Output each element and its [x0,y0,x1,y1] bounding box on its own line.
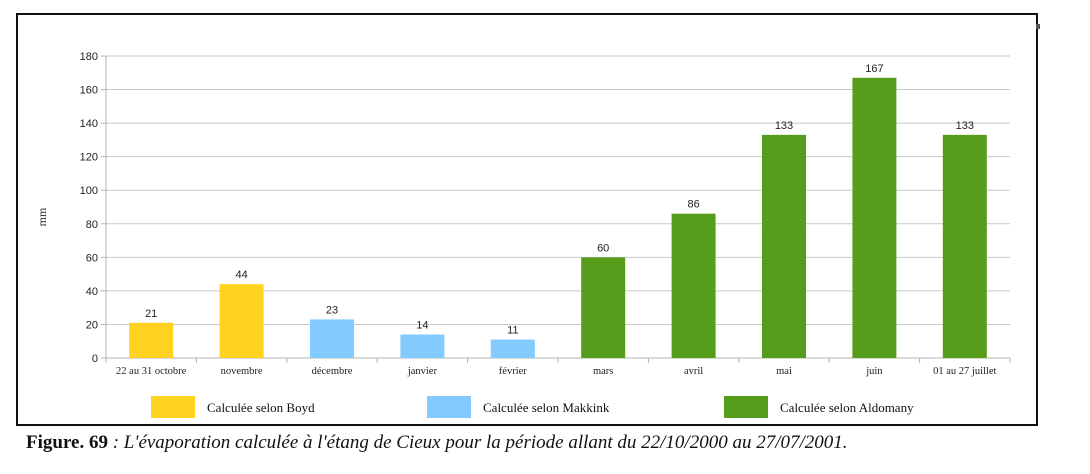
bar-value-label: 23 [326,304,338,316]
bar-value-label: 11 [507,325,518,337]
bar-value-label: 133 [775,120,793,132]
y-axis-label: mm [35,207,49,226]
bar-value-label: 133 [956,120,974,132]
legend-label: Calculée selon Aldomany [780,400,914,415]
caption-text: : L'évaporation calculée à l'étang de Ci… [107,432,848,453]
bar-value-label: 14 [416,320,428,332]
y-tick-label: 180 [80,51,98,63]
bar-chart: 0 20 40 60 80 100 120 140 160 180 21 44 23 14 11 60 86 1… [35,51,1011,418]
y-tick-label: 100 [80,185,98,197]
bars [129,77,987,359]
bar [671,213,716,358]
bar [852,77,897,359]
y-tick-label: 140 [80,118,98,130]
y-tick-label: 0 [92,353,98,365]
x-tick-label: novembre [221,366,263,377]
x-axis-ticks: 22 au 31 octobre novembre décembre janvier f… [105,358,1011,377]
bar [762,134,806,358]
x-tick-label: janvier [407,366,438,377]
corner-mark [1036,24,1040,29]
legend-swatch [151,396,195,418]
legend-swatch [427,396,471,418]
y-tick-label: 40 [86,286,98,298]
legend-swatch [724,396,768,418]
bar [490,339,535,358]
y-tick-label: 160 [80,85,98,97]
legend: Calculée selon Boyd Calculée selon Makkin… [151,396,914,418]
figure-frame: 0 20 40 60 80 100 120 140 160 180 21 44 23 14 11 60 86 1… [16,13,1038,426]
bar [129,322,174,358]
x-tick-label: février [499,366,527,377]
x-tick-label: décembre [312,366,353,377]
y-tick-label: 120 [80,152,98,164]
bar [310,319,354,358]
legend-label: Calculée selon Boyd [207,400,315,415]
x-tick-label: 22 au 31 octobre [116,366,187,377]
x-tick-label: mai [776,366,792,377]
bar [219,284,264,358]
bar [400,334,445,358]
caption-label: Figure. 69 [26,432,108,453]
bar-value-label: 86 [687,199,699,211]
legend-label: Calculée selon Makkink [483,400,610,415]
y-axis-ticks: 0 20 40 60 80 100 120 140 160 180 [80,51,106,365]
bar-value-label: 60 [597,242,609,254]
x-tick-label: 01 au 27 juillet [933,366,996,377]
bar-value-label: 44 [235,269,247,281]
bar-value-label: 21 [145,308,157,320]
x-tick-label: juin [865,366,883,377]
bar [942,134,987,358]
bar [581,257,626,358]
bar-value-label: 167 [865,63,883,75]
x-tick-label: avril [684,366,703,377]
y-tick-label: 80 [86,219,98,231]
x-tick-label: mars [593,366,613,377]
y-tick-label: 60 [86,252,98,264]
y-tick-label: 20 [86,319,98,331]
value-labels: 21 44 23 14 11 60 86 133 167 133 [145,63,974,337]
figure-caption: Figure. 69 : L'évaporation calculée à l'… [26,432,1086,454]
